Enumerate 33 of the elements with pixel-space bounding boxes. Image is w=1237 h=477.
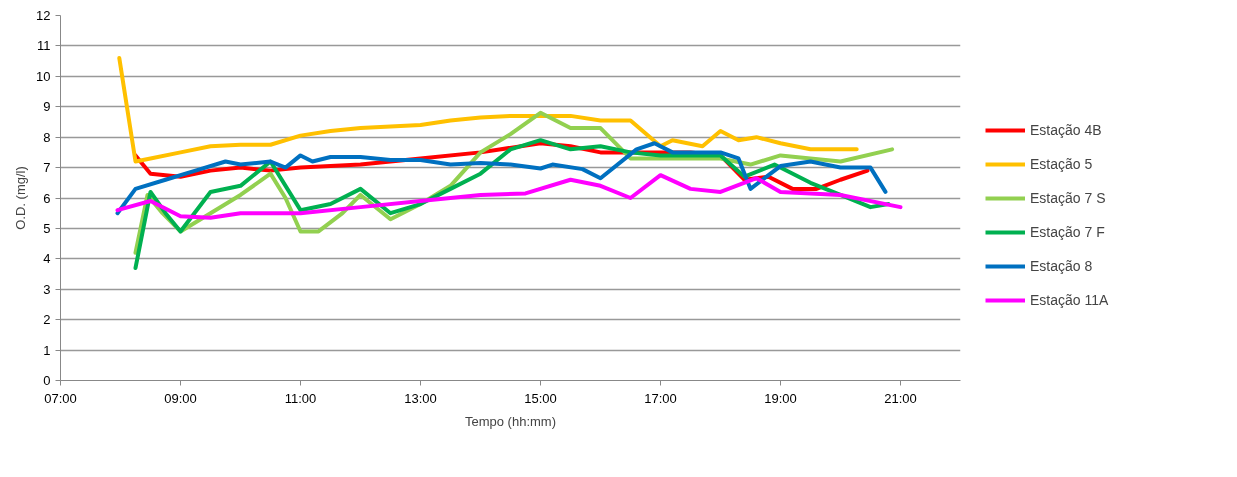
x-tick-label: 15:00 (524, 390, 557, 406)
y-tick-label: 3 (43, 281, 51, 297)
x-tick-label: 21:00 (884, 390, 917, 406)
legend-label: Estação 8 (1030, 257, 1093, 274)
y-tick-label: 6 (43, 190, 51, 206)
legend-label: Estação 7 F (1030, 223, 1105, 240)
y-tick-label: 0 (43, 373, 51, 388)
y-tick-label: 7 (43, 160, 51, 176)
x-tick-label: 07:00 (44, 390, 77, 406)
y-tick-label: 8 (43, 129, 51, 145)
x-tick-label: 19:00 (764, 390, 797, 406)
legend-label: Estação 5 (1030, 155, 1093, 172)
legend-label: Estação 4B (1030, 121, 1102, 138)
legend-label: Estação 11A (1030, 291, 1109, 308)
line-series (117, 56, 859, 164)
y-tick-label: 5 (43, 220, 51, 236)
y-tick-label: 4 (43, 251, 51, 267)
x-tick-label: 11:00 (284, 390, 317, 406)
line-series (133, 138, 891, 270)
y-tick-label: 2 (43, 312, 51, 328)
x-tick-label: 13:00 (404, 390, 437, 406)
y-tick-label: 12 (36, 8, 51, 23)
y-tick-label: 9 (43, 99, 51, 115)
x-tick-label: 17:00 (644, 390, 677, 406)
legend-label: Estação 7 S (1030, 189, 1106, 206)
y-tick-label: 1 (43, 342, 51, 358)
x-tick-label: 09:00 (164, 390, 197, 406)
line-series (115, 173, 903, 220)
line-series (115, 141, 888, 216)
y-axis-title: O.D. (mg/l) (13, 166, 29, 230)
x-axis-title: Tempo (hh:mm) (464, 413, 557, 429)
y-tick-label: 11 (37, 38, 51, 54)
y-tick-label: 10 (36, 68, 51, 84)
